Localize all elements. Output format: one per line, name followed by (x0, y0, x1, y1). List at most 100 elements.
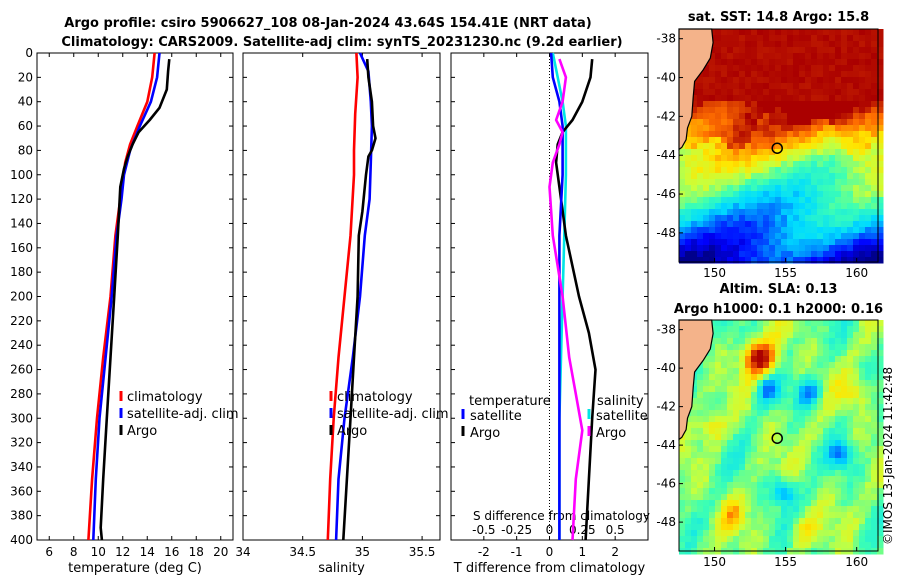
map-cell (805, 386, 812, 393)
map-cell (817, 233, 824, 240)
map-cell (763, 245, 770, 252)
map-cell (841, 536, 848, 543)
map-cell (877, 95, 884, 102)
map-cell (709, 137, 716, 144)
map-cell (829, 422, 836, 429)
map-cell (715, 512, 722, 519)
map-cell (745, 131, 752, 138)
map-cell (769, 59, 776, 66)
map-cell (859, 524, 866, 531)
map-cell (697, 542, 704, 549)
map-cell (811, 101, 818, 108)
map-cell (811, 524, 818, 531)
map-cell (877, 173, 884, 180)
map-cell (799, 530, 806, 537)
map-cell (715, 536, 722, 543)
map-cell (787, 452, 794, 459)
map-cell (853, 488, 860, 495)
map-cell (685, 506, 692, 513)
map-cell (805, 476, 812, 483)
map-cell (691, 245, 698, 252)
map-cell (847, 362, 854, 369)
map-cell (685, 227, 692, 234)
map-cell (799, 65, 806, 72)
map-cell (691, 518, 698, 525)
map-cell (709, 257, 716, 264)
map-cell (775, 125, 782, 132)
map-cell (751, 83, 758, 90)
map-cell (793, 398, 800, 405)
map-cell (709, 167, 716, 174)
argo-location-marker (771, 432, 783, 444)
map-cell (865, 89, 872, 96)
map-cell (871, 374, 878, 381)
map-cell (853, 506, 860, 513)
map-cell (835, 356, 842, 363)
map-cell (775, 398, 782, 405)
map-cell (697, 137, 704, 144)
map-cell (721, 101, 728, 108)
map-cell (703, 482, 710, 489)
map-cell (805, 227, 812, 234)
map-cell (847, 338, 854, 345)
map-cell (769, 47, 776, 54)
map-cell (715, 326, 722, 333)
map-cell (709, 71, 716, 78)
map-cell (865, 338, 872, 345)
map-cell (859, 410, 866, 417)
map-cell (829, 119, 836, 126)
map-cell (739, 398, 746, 405)
x-tick-label: 20 (213, 545, 228, 559)
map-cell (829, 410, 836, 417)
map-cell (847, 179, 854, 186)
map-cell (703, 476, 710, 483)
map-cell (787, 446, 794, 453)
map-cell (799, 398, 806, 405)
map-cell (811, 326, 818, 333)
map-cell (847, 452, 854, 459)
map-cell (709, 380, 716, 387)
map-cell (751, 512, 758, 519)
map-cell (811, 386, 818, 393)
y-tick-label: -38 (656, 323, 676, 337)
map-cell (739, 191, 746, 198)
map-cell (751, 221, 758, 228)
map-cell (805, 338, 812, 345)
map-cell (793, 320, 800, 327)
map-cell (697, 113, 704, 120)
map-cell (757, 119, 764, 126)
map-cell (799, 362, 806, 369)
map-cell (751, 65, 758, 72)
map-cell (853, 512, 860, 519)
map-cell (829, 197, 836, 204)
map-cell (763, 101, 770, 108)
map-cell (751, 29, 758, 36)
map-cell (877, 143, 884, 150)
map-cell (715, 500, 722, 507)
map-cell (799, 221, 806, 228)
map-cell (859, 203, 866, 210)
map-cell (823, 386, 830, 393)
map-cell (757, 542, 764, 549)
map-cell (775, 338, 782, 345)
map-cell (877, 101, 884, 108)
map-cell (835, 197, 842, 204)
legend-label: temperature (469, 394, 551, 409)
map-cell (787, 179, 794, 186)
map-cell (841, 410, 848, 417)
map-cell (823, 464, 830, 471)
map-cell (865, 368, 872, 375)
map-cell (817, 131, 824, 138)
map-cell (727, 101, 734, 108)
map-cell (781, 416, 788, 423)
map-cell (853, 35, 860, 42)
map-cell (871, 320, 878, 327)
map-cell (721, 233, 728, 240)
map-cell (763, 185, 770, 192)
map-cell (793, 101, 800, 108)
map-cell (859, 380, 866, 387)
map-cell (859, 392, 866, 399)
map-cell (859, 458, 866, 465)
map-cell (733, 344, 740, 351)
map-cell (805, 209, 812, 216)
